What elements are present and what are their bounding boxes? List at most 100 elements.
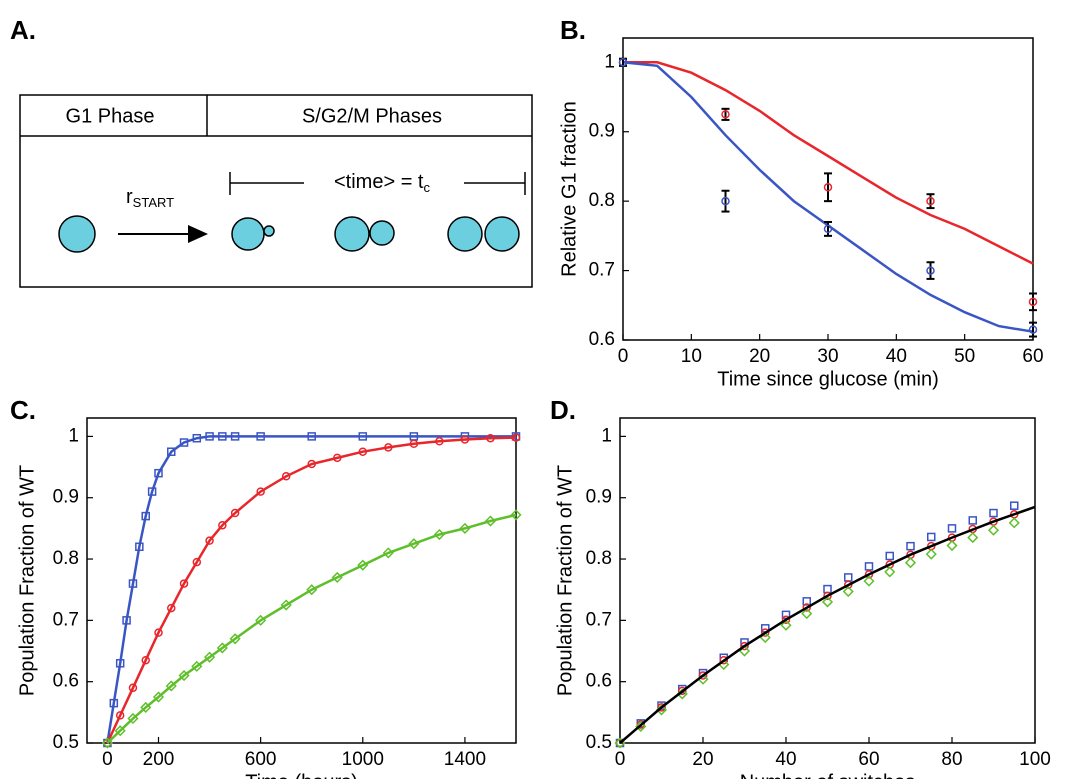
marker: [947, 524, 957, 533]
x-tick-label: 20: [692, 749, 713, 770]
y-tick-label: 0.9: [53, 487, 79, 508]
y-tick-label: 0.5: [53, 732, 79, 753]
y-tick-label: 1: [68, 425, 79, 446]
marker: [864, 562, 874, 571]
x-tick-label: 20: [749, 346, 770, 367]
marker: [802, 603, 811, 612]
y-tick-label: 1: [604, 51, 615, 72]
marker: [968, 516, 977, 525]
x-tick-label: 60: [1022, 346, 1043, 367]
marker: [510, 509, 522, 521]
x-tick-label: 50: [954, 346, 975, 367]
series-line: [106, 513, 517, 744]
y-tick-label: 0.8: [586, 548, 612, 569]
y-tick-label: 0.6: [589, 329, 615, 350]
marker: [740, 641, 749, 651]
marker: [842, 585, 854, 598]
marker: [179, 579, 189, 588]
cell: [334, 216, 370, 252]
phase-label: G1 Phase: [66, 105, 155, 127]
y-tick-label: 0.7: [589, 260, 615, 281]
marker: [863, 575, 875, 587]
x-tick-label: 80: [941, 749, 962, 770]
marker: [989, 508, 998, 518]
x-tick-label: 40: [775, 749, 796, 770]
marker: [761, 628, 770, 637]
marker: [1028, 297, 1038, 307]
marker: [884, 566, 896, 578]
time-subscript: c: [424, 180, 431, 195]
x-axis-label: Number of switches: [740, 771, 916, 779]
label-bg: [304, 170, 464, 196]
plot-frame: [86, 417, 517, 744]
panel-label: D.: [550, 395, 576, 425]
marker: [823, 591, 832, 601]
marker: [906, 541, 915, 551]
x-tick-label: 0: [102, 749, 113, 770]
marker: [823, 584, 832, 594]
marker: [925, 548, 937, 560]
marker: [967, 532, 979, 544]
y-tick-label: 0.9: [589, 121, 615, 142]
x-axis-label: Time (hours): [245, 771, 358, 779]
bud: [263, 225, 275, 237]
y-tick-label: 0.6: [53, 671, 79, 692]
panel-label: A.: [10, 15, 36, 45]
y-tick-label: 0.8: [589, 190, 615, 211]
bud: [369, 220, 395, 246]
series-line: [106, 435, 516, 744]
x-tick-label: 30: [817, 346, 838, 367]
marker: [802, 597, 811, 606]
y-tick-label: 0.8: [53, 548, 79, 569]
time: <time> = t: [334, 171, 424, 193]
cell: [447, 216, 483, 252]
marker: [154, 628, 163, 637]
series-line: [106, 436, 517, 744]
y-tick-label: 0.7: [53, 609, 79, 630]
marker: [205, 536, 214, 545]
marker: [987, 524, 1000, 536]
x-tick-label: 40: [886, 346, 907, 367]
marker: [844, 573, 853, 582]
cell: [58, 215, 96, 253]
marker: [927, 532, 936, 542]
y-axis-label: Population Fraction of WT: [16, 465, 38, 696]
marker: [721, 110, 730, 119]
marker: [635, 720, 647, 733]
panel-label: C.: [10, 395, 36, 425]
marker: [618, 58, 628, 67]
marker: [864, 570, 874, 579]
panel-label: B.: [560, 15, 586, 45]
x-tick-label: 0: [618, 346, 629, 367]
marker: [218, 521, 227, 530]
marker: [719, 655, 728, 665]
marker: [167, 447, 176, 456]
marker: [1010, 501, 1019, 510]
arrowhead: [188, 225, 208, 243]
y-tick-label: 1: [601, 425, 612, 446]
marker: [256, 487, 265, 496]
x-tick-label: 600: [245, 749, 277, 770]
y-axis-label: Relative G1 fraction: [558, 101, 580, 277]
rate-subscript: START: [133, 195, 174, 210]
marker: [801, 608, 813, 620]
x-tick-label: 1000: [342, 749, 384, 770]
diagram-box: [19, 94, 533, 288]
y-tick-label: 0.5: [586, 732, 612, 753]
marker: [698, 671, 708, 680]
y-tick-label: 0.9: [586, 487, 612, 508]
marker: [281, 472, 291, 481]
marker: [780, 619, 792, 631]
marker: [657, 703, 666, 712]
marker: [823, 183, 833, 192]
phase-label: S/G2/M Phases: [302, 105, 442, 127]
series-line: [623, 61, 1034, 265]
cell: [484, 216, 520, 252]
x-axis-label: Time since glucose (min): [717, 368, 939, 390]
marker: [128, 683, 138, 693]
cell: [231, 217, 265, 251]
marker: [926, 196, 935, 206]
marker: [115, 711, 125, 720]
y-tick-label: 0.7: [586, 609, 612, 630]
